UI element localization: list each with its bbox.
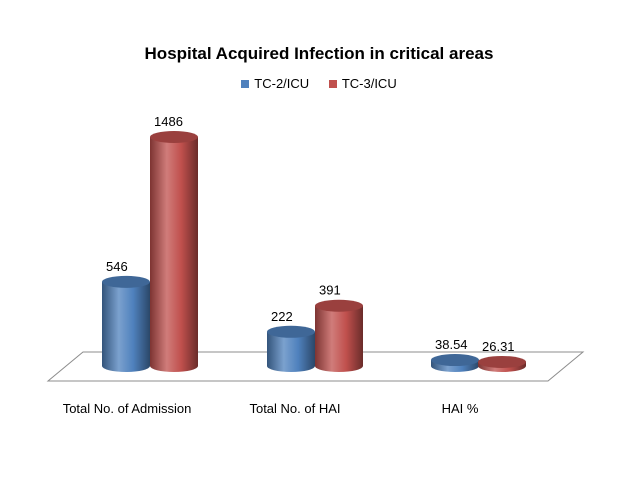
legend-swatch-series-2 — [328, 80, 337, 88]
data-label: 546 — [106, 259, 128, 274]
data-label: 391 — [319, 283, 341, 298]
data-label: 26.31 — [482, 339, 515, 354]
data-label: 38.54 — [435, 337, 468, 352]
data-label: 1486 — [154, 114, 183, 129]
legend-swatch-series-1 — [241, 80, 250, 88]
data-label: 222 — [271, 309, 293, 324]
legend-item-series-2: TC-3/ICU — [328, 76, 397, 91]
chart-title: Hospital Acquired Infection in critical … — [144, 44, 494, 63]
bar-1-2 — [267, 325, 315, 372]
bar-2-1 — [150, 131, 198, 372]
legend: TC-2/ICU TC-3/ICU — [0, 76, 638, 91]
bar-2-2 — [315, 299, 363, 372]
legend-item-series-1: TC-2/ICU — [241, 76, 309, 91]
bar-2-3 — [478, 355, 526, 372]
bar-1-3 — [431, 354, 479, 372]
category-label: Total No. of HAI — [249, 401, 340, 416]
legend-label-series-1: TC-2/ICU — [254, 76, 310, 91]
category-label: HAI % — [442, 401, 479, 416]
bar-1-1 — [102, 275, 150, 372]
legend-label-series-2: TC-3/ICU — [341, 76, 397, 91]
category-label: Total No. of Admission — [63, 401, 192, 416]
